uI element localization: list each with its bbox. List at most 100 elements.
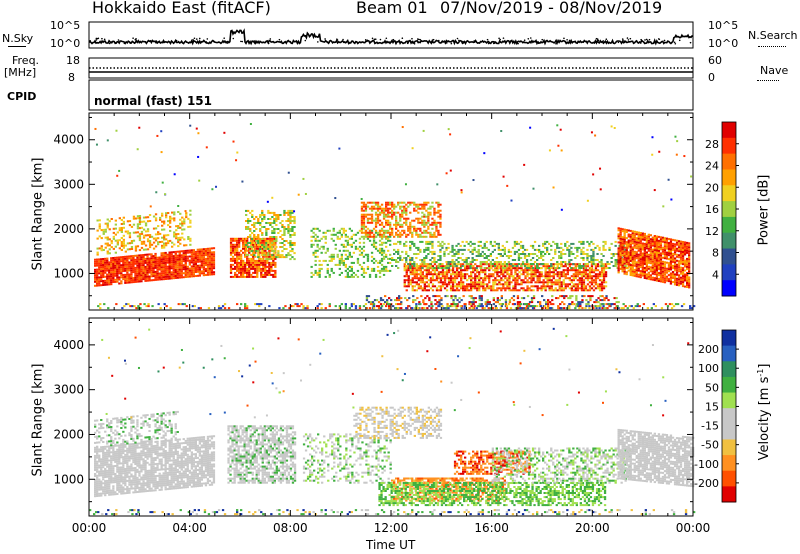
heatmap-cell bbox=[536, 281, 539, 284]
heatmap-cell bbox=[464, 285, 467, 288]
heatmap-cell bbox=[433, 231, 436, 234]
heatmap-cell bbox=[320, 237, 323, 240]
heatmap-cell bbox=[461, 248, 464, 251]
heatmap-cell bbox=[514, 273, 517, 276]
heatmap-cell bbox=[568, 283, 571, 286]
heatmap-cell bbox=[637, 259, 640, 262]
heatmap-cell bbox=[366, 265, 370, 268]
heatmap-cell bbox=[423, 215, 426, 218]
heatmap-cell bbox=[417, 287, 420, 290]
heatmap-cell bbox=[212, 253, 216, 256]
heatmap-cell bbox=[651, 272, 654, 275]
heatmap-cell bbox=[348, 251, 351, 254]
heatmap-cell bbox=[375, 299, 379, 302]
heatmap-cell bbox=[509, 255, 513, 257]
heatmap-cell bbox=[173, 217, 176, 220]
heatmap-cell bbox=[144, 277, 147, 280]
heatmap-cell bbox=[659, 270, 663, 273]
heatmap-cell bbox=[140, 230, 144, 233]
heatmap-cell bbox=[546, 283, 549, 286]
heatmap-cell bbox=[400, 301, 403, 304]
heatmap-cell bbox=[196, 252, 199, 255]
heatmap-cell bbox=[556, 281, 559, 284]
heatmap-cell bbox=[594, 277, 598, 280]
nsearch-point bbox=[379, 38, 382, 41]
heatmap-cell bbox=[647, 275, 650, 278]
heatmap-cell bbox=[182, 268, 185, 271]
heatmap-cell bbox=[629, 268, 632, 270]
heatmap-cell bbox=[657, 255, 661, 258]
heatmap-cell bbox=[524, 277, 527, 280]
heatmap-cell bbox=[140, 276, 143, 279]
heatmap-cell bbox=[594, 281, 598, 284]
heatmap-cell bbox=[206, 255, 210, 258]
heatmap-cell bbox=[387, 219, 390, 222]
heatmap-cell bbox=[236, 249, 239, 252]
heatmap-cell bbox=[514, 281, 517, 284]
heatmap-cell bbox=[350, 237, 353, 240]
nsearch-point bbox=[132, 37, 134, 39]
heatmap-cell bbox=[144, 261, 147, 264]
heatmap-cell bbox=[627, 235, 630, 238]
heatmap-cell bbox=[110, 261, 113, 264]
heatmap-cell bbox=[596, 275, 600, 278]
heatmap-cell bbox=[266, 271, 269, 274]
nsearch-point bbox=[206, 38, 209, 40]
heatmap-cell bbox=[126, 267, 129, 270]
heatmap-cell bbox=[639, 260, 642, 263]
heatmap-cell bbox=[395, 225, 398, 228]
heatmap-cell bbox=[267, 222, 270, 224]
heatmap-cell bbox=[550, 279, 553, 282]
heatmap-cell bbox=[476, 269, 479, 272]
heatmap-cell bbox=[120, 282, 123, 285]
heatmap-cell bbox=[627, 239, 630, 242]
heatmap-cell bbox=[231, 245, 235, 248]
heatmap-cell bbox=[554, 267, 557, 269]
heatmap-cell bbox=[169, 215, 172, 218]
heatmap-cell bbox=[439, 225, 442, 228]
heatmap-cell bbox=[474, 285, 477, 288]
heatmap-cell bbox=[120, 270, 123, 273]
heatmap-cell bbox=[587, 303, 590, 306]
heatmap-cell bbox=[564, 273, 567, 276]
heatmap-cell bbox=[413, 225, 416, 228]
heatmap-cell bbox=[166, 273, 169, 276]
heatmap-cell bbox=[395, 223, 398, 226]
heatmap-cell bbox=[255, 228, 258, 230]
heatmap-cell bbox=[437, 259, 440, 261]
heatmap-cell bbox=[106, 226, 109, 229]
heatmap-cell bbox=[162, 274, 165, 277]
heatmap-cell bbox=[177, 237, 180, 239]
heatmap-cell bbox=[370, 219, 374, 222]
heatmap-cell bbox=[324, 237, 327, 240]
heatmap-cell bbox=[584, 273, 588, 276]
heatmap-cell bbox=[202, 262, 206, 265]
heatmap-cell bbox=[522, 307, 526, 310]
heatmap-cell bbox=[403, 285, 406, 288]
heatmap-cell bbox=[360, 247, 364, 250]
heatmap-cell bbox=[172, 261, 175, 264]
heatmap-cell bbox=[528, 263, 531, 266]
heatmap-cell bbox=[617, 307, 620, 310]
heatmap-cell bbox=[532, 279, 535, 282]
heatmap-cell bbox=[437, 229, 440, 232]
heatmap-cell bbox=[645, 263, 648, 266]
heatmap-cell bbox=[495, 242, 498, 245]
heatmap-cell bbox=[663, 279, 667, 282]
heatmap-cell bbox=[208, 265, 212, 268]
heatmap-cell bbox=[411, 263, 414, 265]
heatmap-cell bbox=[461, 253, 464, 255]
heatmap-cell bbox=[441, 273, 445, 276]
heatmap-cell bbox=[457, 275, 461, 278]
heatmap-cell bbox=[247, 218, 250, 220]
heatmap-cell bbox=[653, 263, 656, 266]
heatmap-cell bbox=[401, 213, 404, 216]
heatmap-cell bbox=[240, 255, 243, 258]
heatmap-cell bbox=[417, 279, 420, 282]
heatmap-cell bbox=[360, 251, 364, 254]
heatmap-cell bbox=[146, 261, 149, 264]
nsearch-point bbox=[597, 39, 600, 42]
heatmap-cell bbox=[248, 275, 251, 278]
heatmap-cell bbox=[152, 247, 156, 250]
heatmap-cell bbox=[643, 238, 646, 241]
